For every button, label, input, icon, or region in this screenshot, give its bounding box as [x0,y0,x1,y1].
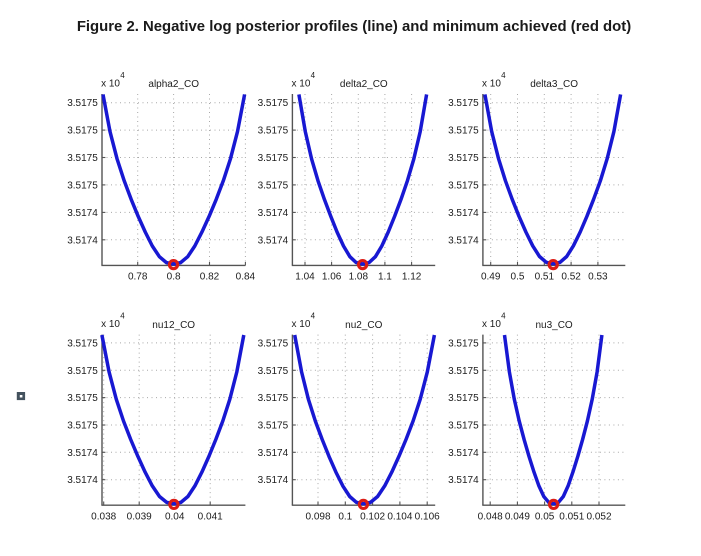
svg-text:delta3_CO: delta3_CO [530,79,578,90]
svg-text:3.5175: 3.5175 [258,338,289,349]
svg-text:x 10: x 10 [482,78,501,89]
svg-text:delta2_CO: delta2_CO [340,79,388,90]
svg-text:3.5175: 3.5175 [258,180,289,191]
svg-text:3.5174: 3.5174 [448,448,479,459]
svg-text:3.5175: 3.5175 [448,366,479,377]
svg-text:0.05: 0.05 [535,511,555,522]
svg-text:nu2_CO: nu2_CO [345,320,382,331]
svg-text:nu12_CO: nu12_CO [152,320,195,331]
svg-text:3.5175: 3.5175 [67,98,98,109]
svg-text:3.5175: 3.5175 [448,153,479,164]
svg-text:0.106: 0.106 [415,511,440,522]
svg-text:3.5175: 3.5175 [258,421,289,432]
svg-text:0.1: 0.1 [338,511,352,522]
svg-text:3.5174: 3.5174 [448,475,479,486]
svg-text:x 10: x 10 [101,319,120,330]
svg-text:1.04: 1.04 [295,272,315,283]
svg-text:3.5175: 3.5175 [258,98,289,109]
svg-text:0.041: 0.041 [198,511,223,522]
svg-text:3.5174: 3.5174 [67,235,98,246]
svg-text:Figure 2. Negative log posteri: Figure 2. Negative log posterior profile… [77,19,631,35]
svg-text:x 10: x 10 [292,319,311,330]
svg-text:1.1: 1.1 [378,272,392,283]
svg-text:x 10: x 10 [482,319,501,330]
svg-text:0.038: 0.038 [91,511,116,522]
svg-text:3.5175: 3.5175 [67,126,98,137]
svg-text:0.82: 0.82 [200,272,220,283]
svg-text:0.52: 0.52 [561,272,581,283]
svg-text:3.5175: 3.5175 [448,180,479,191]
svg-text:3.5175: 3.5175 [448,126,479,137]
svg-text:0.8: 0.8 [167,272,181,283]
svg-text:3.5175: 3.5175 [258,126,289,137]
svg-text:0.052: 0.052 [586,511,611,522]
svg-text:4: 4 [501,311,506,320]
svg-text:3.5174: 3.5174 [258,208,289,219]
svg-text:3.5174: 3.5174 [448,235,479,246]
svg-text:4: 4 [311,71,316,80]
svg-text:3.5175: 3.5175 [258,393,289,404]
svg-text:nu3_CO: nu3_CO [535,320,572,331]
svg-text:0.84: 0.84 [236,272,256,283]
svg-text:0.53: 0.53 [588,272,608,283]
svg-text:0.78: 0.78 [128,272,148,283]
svg-text:3.5175: 3.5175 [258,366,289,377]
svg-text:1.12: 1.12 [402,272,422,283]
svg-text:1.06: 1.06 [322,272,342,283]
svg-text:0.51: 0.51 [535,272,555,283]
svg-text:0.04: 0.04 [165,511,185,522]
svg-text:3.5175: 3.5175 [67,393,98,404]
svg-text:4: 4 [311,311,316,320]
svg-text:3.5175: 3.5175 [67,180,98,191]
svg-text:0.102: 0.102 [360,511,385,522]
svg-text:3.5174: 3.5174 [67,448,98,459]
svg-text:4: 4 [120,311,125,320]
svg-text:3.5175: 3.5175 [448,98,479,109]
svg-text:4: 4 [120,71,125,80]
svg-text:3.5174: 3.5174 [67,208,98,219]
svg-text:3.5175: 3.5175 [448,393,479,404]
svg-text:x 10: x 10 [101,78,120,89]
svg-text:0.104: 0.104 [387,511,412,522]
svg-text:3.5174: 3.5174 [258,475,289,486]
svg-text:3.5175: 3.5175 [448,338,479,349]
svg-text:4: 4 [501,71,506,80]
svg-text:0.051: 0.051 [559,511,584,522]
svg-text:3.5175: 3.5175 [258,153,289,164]
svg-text:0.048: 0.048 [478,511,503,522]
svg-text:0.5: 0.5 [511,272,525,283]
svg-text:0.049: 0.049 [505,511,530,522]
svg-text:3.5175: 3.5175 [67,153,98,164]
svg-text:3.5174: 3.5174 [258,235,289,246]
svg-text:3.5175: 3.5175 [448,421,479,432]
svg-text:0.039: 0.039 [127,511,152,522]
svg-text:3.5175: 3.5175 [67,338,98,349]
svg-text:3.5174: 3.5174 [67,475,98,486]
svg-text:alpha2_CO: alpha2_CO [148,79,199,90]
svg-text:0.098: 0.098 [305,511,330,522]
svg-text:3.5174: 3.5174 [448,208,479,219]
svg-text:3.5175: 3.5175 [67,366,98,377]
svg-text:3.5174: 3.5174 [258,448,289,459]
svg-text:0.49: 0.49 [481,272,501,283]
svg-text:1.08: 1.08 [349,272,369,283]
svg-text:3.5175: 3.5175 [67,421,98,432]
svg-text:x 10: x 10 [292,78,311,89]
